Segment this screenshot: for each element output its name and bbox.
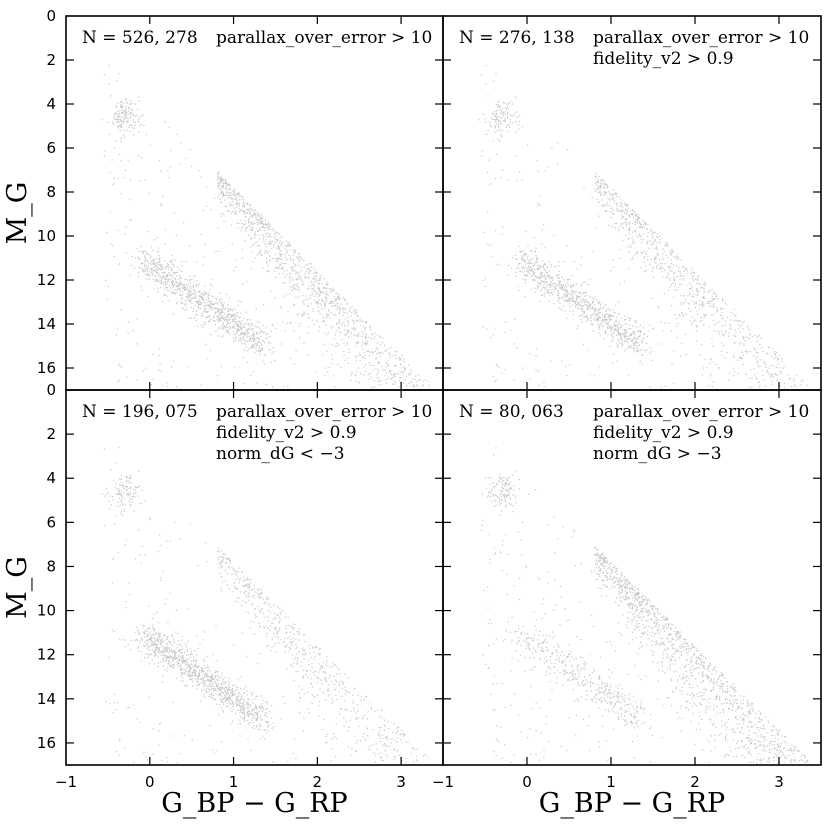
y-tick-label: 16 [37, 734, 56, 752]
y-tick-label: 4 [46, 469, 56, 487]
y-tick-label: 16 [37, 359, 56, 377]
cut-label: norm_dG < −3 [216, 444, 345, 464]
scatter-points-bottom-right [481, 447, 809, 764]
y-tick-label: 10 [37, 602, 56, 620]
y-tick-label: 2 [46, 425, 56, 443]
cut-label: norm_dG > −3 [593, 444, 722, 464]
x-tick-label: 1 [229, 773, 239, 791]
cut-label: parallax_over_error > 10 [216, 28, 432, 48]
y-tick-label: 0 [46, 7, 56, 25]
x-tick-label: 0 [522, 773, 532, 791]
y-axis-label: M_G [2, 556, 33, 619]
y-tick-label: 12 [37, 271, 56, 289]
cut-label: fidelity_v2 > 0.9 [216, 423, 357, 443]
panel-bottom-left: N = 196, 075 parallax_over_error > 10fide… [65, 389, 444, 766]
y-tick-label: 10 [37, 227, 56, 245]
scatter-points-bottom-left [101, 447, 429, 764]
y-tick-label: 4 [46, 95, 56, 113]
panel-top-right: N = 276, 138 parallax_over_error > 10fide… [442, 15, 822, 391]
x-tick-label: 0 [145, 773, 155, 791]
y-tick-label: 6 [46, 139, 56, 157]
y-tick-label: 0 [46, 381, 56, 399]
scatter-points-top-right [478, 64, 808, 389]
cut-label: fidelity_v2 > 0.9 [593, 423, 734, 443]
y-tick-label: 2 [46, 51, 56, 69]
sample-count-label: N = 80, 063 [459, 402, 564, 422]
panel-bottom-right: N = 80, 063 parallax_over_error > 10fidel… [442, 389, 822, 766]
y-tick-label: 14 [37, 315, 56, 333]
x-axis-label: G_BP − G_RP [161, 788, 347, 819]
sample-count-label: N = 196, 075 [82, 402, 198, 422]
cut-label: fidelity_v2 > 0.9 [593, 49, 734, 69]
y-tick-label: 6 [46, 513, 56, 531]
y-tick-label: 8 [46, 183, 56, 201]
cut-label: parallax_over_error > 10 [593, 402, 809, 422]
x-tick-label: 2 [313, 773, 323, 791]
x-tick-label: 1 [606, 773, 616, 791]
y-tick-label: 8 [46, 557, 56, 575]
cut-label: parallax_over_error > 10 [216, 402, 432, 422]
x-tick-label: 3 [774, 773, 784, 791]
x-tick-label: −1 [432, 773, 454, 791]
x-tick-label: −1 [55, 773, 77, 791]
sample-count-label: N = 276, 138 [459, 28, 575, 48]
x-axis-label: G_BP − G_RP [539, 788, 725, 819]
y-axis-label: M_G [2, 182, 33, 245]
x-tick-label: 2 [690, 773, 700, 791]
panels-group: N = 526, 278 parallax_over_error > 10 N = … [65, 15, 822, 766]
y-tick-label: 12 [37, 646, 56, 664]
panel-top-left: N = 526, 278 parallax_over_error > 10 [65, 15, 444, 391]
scatter-points-top-left [101, 64, 430, 389]
cut-label: parallax_over_error > 10 [593, 28, 809, 48]
sample-count-label: N = 526, 278 [82, 28, 198, 48]
y-tick-label: 14 [37, 690, 56, 708]
x-tick-label: 3 [396, 773, 406, 791]
panel-frame-bottom-right [442, 389, 822, 766]
